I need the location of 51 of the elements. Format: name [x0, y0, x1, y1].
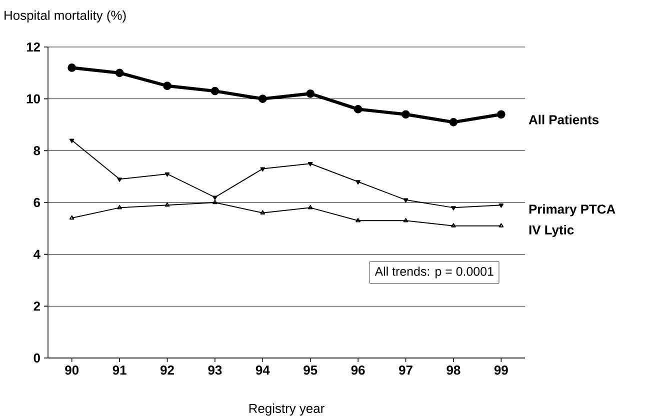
- y-tick-label: 10: [26, 94, 40, 104]
- point: [308, 162, 313, 166]
- point: [69, 138, 74, 143]
- text: IV Lytic: [529, 224, 574, 238]
- point: [212, 200, 218, 204]
- point: [402, 110, 410, 119]
- point: [306, 89, 315, 98]
- point: [498, 203, 504, 208]
- y-tick-label: 0: [34, 353, 40, 363]
- series-label: All Patients: [528, 114, 599, 124]
- point: [403, 198, 408, 203]
- point: [451, 206, 456, 210]
- point: [496, 110, 506, 119]
- point: [210, 86, 220, 96]
- point: [68, 64, 76, 72]
- point: [117, 204, 122, 210]
- y-tick-label: 12: [26, 42, 40, 52]
- x-tick-label: 98: [446, 366, 460, 375]
- point: [451, 223, 456, 228]
- point: [449, 118, 458, 126]
- point: [260, 210, 266, 214]
- point: [258, 94, 267, 104]
- point: [164, 172, 170, 177]
- x-axis-title: Registry year: [249, 404, 324, 416]
- point: [260, 167, 266, 172]
- y-tick-label: 8: [34, 146, 40, 156]
- point: [356, 218, 360, 222]
- y-tick-label: 4: [33, 250, 40, 259]
- point: [164, 202, 170, 207]
- x-tick-label: 90: [65, 366, 79, 375]
- annotation: All trends: p = 0.0001: [374, 266, 494, 278]
- point: [403, 218, 408, 222]
- point: [212, 196, 218, 200]
- point: [117, 178, 122, 182]
- y-tick-label: 2: [34, 302, 40, 311]
- point: [115, 68, 124, 78]
- x-tick-label: 94: [256, 366, 270, 375]
- point: [354, 105, 362, 114]
- x-tick-label: 96: [351, 366, 365, 375]
- text: Primary PTCA: [529, 204, 616, 216]
- point: [163, 82, 172, 90]
- x-tick-label: 91: [112, 366, 126, 375]
- point: [308, 204, 313, 210]
- x-tick-label: 97: [399, 366, 412, 375]
- x-tick-label: 95: [304, 366, 318, 375]
- x-tick-label: 92: [160, 366, 174, 375]
- x-tick-label: 99: [494, 366, 508, 375]
- y-axis-title: Hospital mortality (%): [4, 10, 126, 22]
- y-tick-label: 6: [34, 198, 40, 208]
- x-tick-label: 93: [208, 366, 222, 375]
- point: [356, 180, 360, 184]
